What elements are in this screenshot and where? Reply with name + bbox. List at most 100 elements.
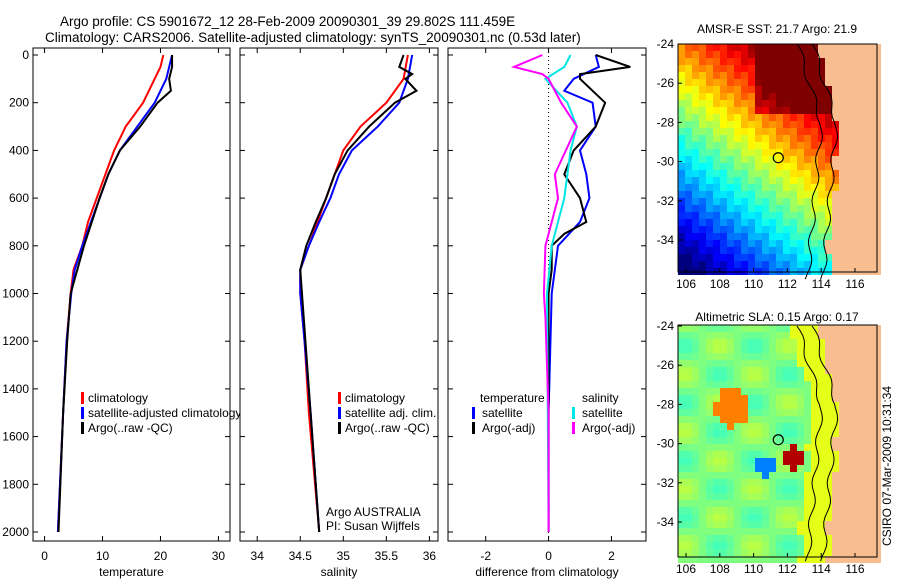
map-cell (818, 381, 825, 388)
map-cell (713, 437, 720, 444)
map-cell (769, 121, 776, 128)
map-cell (860, 212, 867, 219)
map-cell (699, 58, 706, 65)
map-cell (692, 100, 699, 107)
map-cell (797, 339, 804, 346)
map-cell (713, 79, 720, 86)
map-cell (790, 325, 797, 332)
map-cell (720, 184, 727, 191)
map-cell (685, 261, 692, 268)
map-cell (867, 367, 874, 374)
map-cell (825, 261, 832, 268)
map-cell (727, 353, 734, 360)
map-cell (762, 51, 769, 58)
map-cell (692, 261, 699, 268)
map-cell (678, 528, 685, 535)
map-cell (839, 528, 846, 535)
map-cell (832, 542, 839, 549)
map-cell (713, 528, 720, 535)
map-cell (818, 395, 825, 402)
map-cell (783, 114, 790, 121)
map-cell (867, 86, 874, 93)
map-cell (713, 549, 720, 556)
map-cell (685, 51, 692, 58)
map-cell (741, 121, 748, 128)
map-cell (783, 107, 790, 114)
map-cell (846, 346, 853, 353)
map-cell (825, 128, 832, 135)
map-cell (811, 65, 818, 72)
map-cell (832, 44, 839, 51)
map-cell (699, 198, 706, 205)
map-cell (783, 135, 790, 142)
map-cell (867, 423, 874, 430)
map-cell (776, 86, 783, 93)
map-cell (839, 233, 846, 240)
map-cell (804, 507, 811, 514)
legend-swatch (81, 422, 84, 434)
map-cell (699, 556, 706, 563)
map-cell (727, 514, 734, 521)
map-cell (755, 107, 762, 114)
profile-panel-1: 0 10 20 30temperature0200400600800100012001… (2, 47, 241, 579)
map-cell (867, 72, 874, 79)
map-cell (734, 177, 741, 184)
map-cell (713, 177, 720, 184)
map-cell (867, 528, 874, 535)
map-cell (797, 325, 804, 332)
map-cell (706, 184, 713, 191)
map-cell (685, 86, 692, 93)
map-cell (741, 367, 748, 374)
map-cell (706, 261, 713, 268)
map-cell (755, 198, 762, 205)
map-cell (783, 549, 790, 556)
map-cell (776, 93, 783, 100)
map-cell (846, 556, 853, 563)
map-cell (741, 254, 748, 261)
map-cell (790, 226, 797, 233)
map-cell (755, 549, 762, 556)
map-cell (832, 51, 839, 58)
map-cell (811, 247, 818, 254)
map-cell (860, 535, 867, 542)
map-cell (860, 395, 867, 402)
map-cell (685, 360, 692, 367)
map-cell (790, 395, 797, 402)
map-cell (783, 325, 790, 332)
map-cell (678, 346, 685, 353)
map-cell (699, 486, 706, 493)
map-cell (839, 437, 846, 444)
map-cell (748, 367, 755, 374)
map-cell (678, 114, 685, 121)
map-cell (734, 374, 741, 381)
map-cell (832, 135, 839, 142)
map-cell (846, 430, 853, 437)
map-cell (755, 247, 762, 254)
map-cell (783, 521, 790, 528)
map-cell (783, 198, 790, 205)
y-tick-label: 1800 (2, 477, 29, 491)
map-cell (741, 542, 748, 549)
map-cell (860, 128, 867, 135)
map-cell (790, 486, 797, 493)
coastline (811, 325, 839, 562)
map-cell (762, 107, 769, 114)
map-cell (825, 79, 832, 86)
map-cell (727, 121, 734, 128)
map-cell (727, 254, 734, 261)
map-cell (811, 233, 818, 240)
map-cell (706, 247, 713, 254)
map-cell (825, 226, 832, 233)
map-cell (790, 479, 797, 486)
map-cell (692, 121, 699, 128)
map-cell (685, 184, 692, 191)
y-tick-label: -26 (657, 358, 675, 372)
map-cell (741, 493, 748, 500)
map-cell (692, 156, 699, 163)
map-cell (713, 325, 720, 332)
map-cell (853, 486, 860, 493)
map-cell (678, 128, 685, 135)
map-cell (832, 458, 839, 465)
map-cell (839, 451, 846, 458)
map-cell (867, 360, 874, 367)
